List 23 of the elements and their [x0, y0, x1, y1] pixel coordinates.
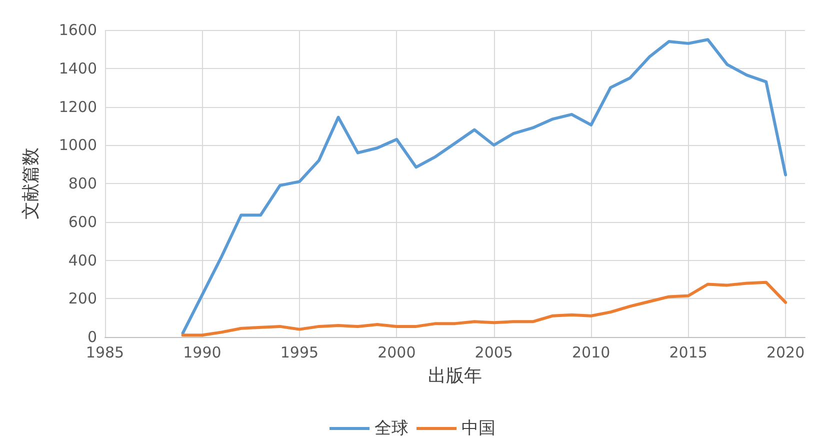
x-tick-label: 2015	[669, 344, 708, 362]
y-tick-label: 1600	[58, 21, 97, 39]
y-tick-label: 1200	[58, 98, 97, 116]
line-series	[181, 38, 788, 335]
x-tick-label: 1990	[183, 344, 222, 362]
legend-label: 中国	[462, 418, 496, 438]
x-tick-label: 2005	[474, 344, 513, 362]
y-tick-label: 600	[68, 212, 97, 231]
y-tick-label: 800	[68, 174, 97, 192]
x-tick-label: 1995	[280, 344, 319, 362]
x-tick-label: 2010	[572, 344, 610, 362]
y-tick-label: 1000	[58, 136, 97, 154]
y-tick-label: 200	[68, 290, 97, 308]
y-tick-label: 1400	[58, 59, 97, 78]
legend-label: 全球	[374, 418, 408, 438]
y-axis-title: 文献篇数	[20, 148, 42, 220]
line-series	[181, 280, 788, 337]
x-tick-label: 1985	[86, 344, 124, 362]
x-tick-label: 2000	[378, 344, 416, 362]
y-tick-label: 0	[87, 328, 97, 346]
y-tick-label: 400	[68, 251, 97, 270]
x-axis-title: 出版年	[428, 366, 482, 386]
x-tick-label: 2020	[766, 344, 805, 362]
